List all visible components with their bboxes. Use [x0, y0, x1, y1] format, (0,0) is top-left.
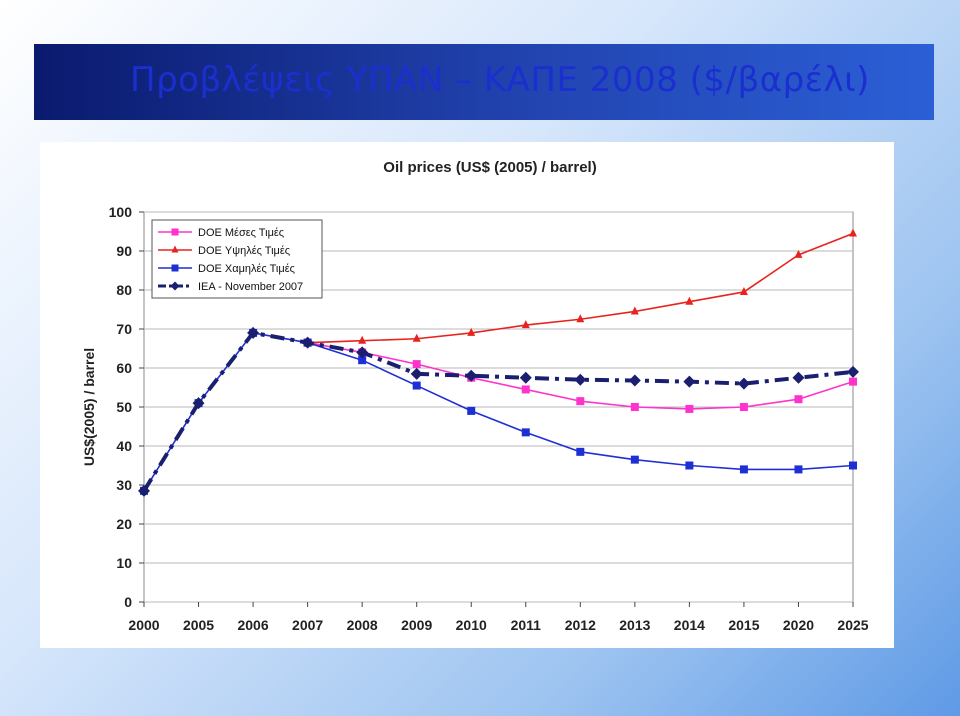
y-tick-label: 100 [109, 204, 133, 220]
series-layer [138, 228, 859, 497]
data-point [739, 286, 748, 295]
oil-price-chart: Oil prices (US$ (2005) / barrel) US$(200… [81, 159, 869, 633]
data-point [576, 397, 585, 406]
y-tick-label: 0 [124, 594, 132, 610]
data-point [794, 249, 803, 258]
axis-layer: 0 10 20 30 40 50 60 70 80 90 100 2000 2005 2006 2007 20… [109, 204, 869, 633]
data-point [301, 336, 314, 349]
legend-item: DOE Χαμηλές Τιμές [158, 263, 295, 275]
x-tick-label: 2010 [456, 617, 487, 633]
legend: DOE Μέσες Τιμές DOE Υψηλές Τιμές DOE Χαμηλ… [151, 219, 323, 299]
data-point [685, 296, 694, 305]
data-point [247, 326, 260, 339]
x-tick-label: 2008 [347, 617, 378, 633]
x-tick-label: 2015 [728, 617, 759, 633]
data-point [171, 264, 179, 272]
data-point [574, 373, 587, 386]
data-point [847, 365, 859, 378]
legend-label: DOE Μέσες Τιμές [198, 227, 284, 239]
data-point [685, 461, 694, 470]
data-point [794, 465, 803, 474]
data-point [521, 428, 530, 437]
y-tick-label: 50 [116, 399, 132, 415]
legend-box [151, 219, 323, 299]
data-point [630, 403, 639, 411]
data-point [171, 228, 179, 236]
data-point [358, 335, 367, 344]
y-tick-label: 10 [116, 555, 132, 571]
data-point [192, 397, 205, 410]
legend-item: IEA - November 2007 [158, 281, 303, 293]
data-point [737, 377, 750, 390]
legend-label: DOE Υψηλές Τιμές [198, 245, 290, 257]
series-line [142, 330, 854, 492]
x-tick-label: 2006 [237, 617, 268, 633]
legend-item: DOE Υψηλές Τιμές [158, 245, 290, 257]
x-tick-label: 2011 [511, 617, 542, 633]
y-tick-label: 80 [116, 282, 132, 298]
data-point [356, 346, 369, 359]
data-point [358, 356, 367, 365]
data-point [410, 367, 423, 380]
data-point [521, 385, 530, 394]
y-tick-label: 20 [116, 516, 132, 532]
series-4 [138, 326, 859, 497]
legend-label: DOE Χαμηλές Τιμές [198, 263, 295, 275]
data-point [138, 484, 150, 497]
x-tick-label: 2009 [401, 617, 432, 633]
data-point [412, 360, 421, 369]
data-point [630, 455, 639, 464]
legend-label: IEA - November 2007 [198, 281, 303, 293]
y-axis-label: US$(2005) / barrel [81, 348, 97, 466]
x-tick-label: 2014 [674, 617, 705, 633]
title-bar [34, 44, 934, 120]
x-tick-label: 2012 [565, 617, 596, 633]
data-point [849, 377, 857, 386]
series-2 [303, 228, 857, 346]
data-point [521, 320, 530, 329]
x-tick-label: 2013 [619, 617, 650, 633]
data-point [519, 371, 532, 384]
data-point [739, 465, 748, 474]
data-point [794, 395, 803, 404]
data-point [412, 333, 421, 342]
y-tick-label: 70 [116, 321, 132, 337]
data-point [576, 447, 585, 456]
legend-item: DOE Μέσες Τιμές [158, 227, 284, 239]
x-tick-label: 2025 [837, 617, 868, 633]
data-point [576, 314, 585, 323]
data-point [467, 327, 476, 336]
chart-container: Oil prices (US$ (2005) / barrel) US$(200… [40, 142, 894, 648]
data-point [739, 403, 748, 411]
y-tick-label: 40 [116, 438, 132, 454]
data-point [628, 374, 641, 387]
data-point [630, 306, 639, 315]
x-tick-label: 2000 [128, 617, 159, 633]
data-point [171, 245, 179, 253]
x-tick-label: 2007 [292, 617, 323, 633]
data-point [685, 404, 694, 413]
data-point [792, 371, 805, 384]
x-tick-label: 2020 [783, 617, 814, 633]
chart-title: Oil prices (US$ (2005) / barrel) [383, 159, 596, 176]
data-point [170, 281, 180, 291]
data-point [849, 228, 857, 237]
data-point [849, 461, 857, 470]
data-point [683, 375, 696, 388]
data-point [467, 406, 476, 415]
y-tick-label: 60 [116, 360, 132, 376]
y-tick-label: 30 [116, 477, 132, 493]
y-tick-label: 90 [116, 243, 132, 259]
data-point [465, 369, 478, 382]
x-tick-label: 2005 [183, 617, 214, 633]
data-point [412, 381, 421, 390]
slide-title: Προβλέψεις ΥΠΑΝ – ΚΑΠΕ 2008 ($/βαρέλι) [130, 60, 870, 100]
